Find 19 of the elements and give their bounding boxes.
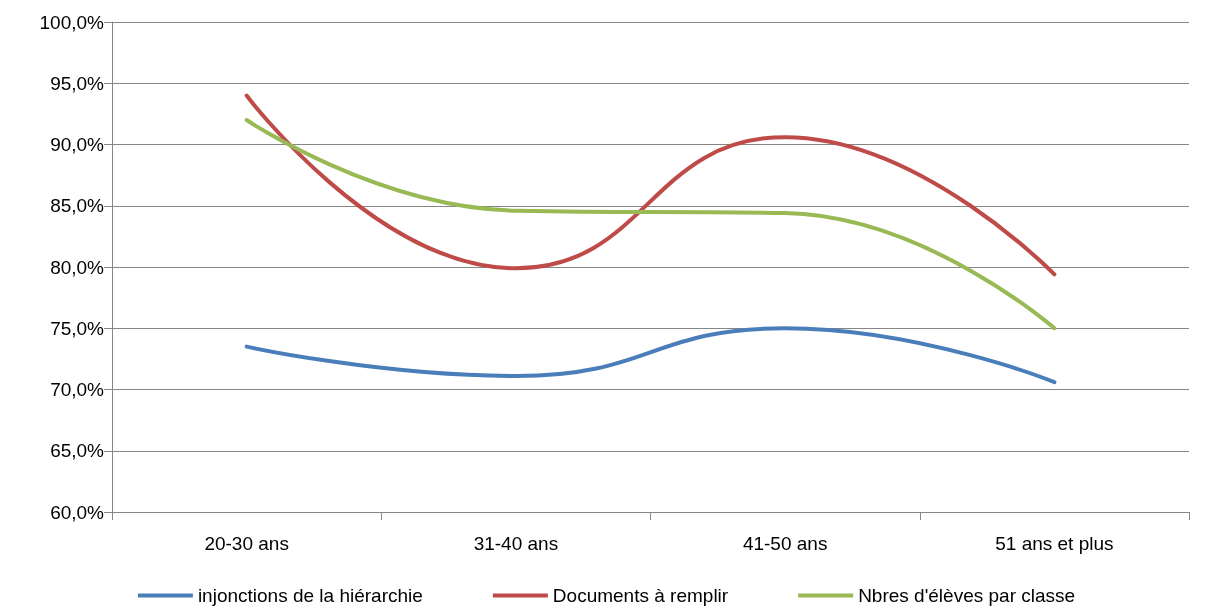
y-tick-label: 65,0% [50,440,105,462]
x-tick-label: 51 ans et plus [995,533,1114,554]
y-tick-label: 95,0% [50,72,105,94]
line-series [244,93,1057,277]
y-tick-label: 80,0% [50,256,105,278]
y-tick-label: 70,0% [50,379,105,400]
x-tick-label: 41-50 ans [742,533,828,554]
y-tick-label: 100,0% [39,11,105,33]
x-tick-label: 31-40 ans [473,533,559,554]
y-tick-label: 75,0% [50,317,105,339]
legend-label: injonctions de la hiérarchie [197,585,423,606]
legend-label: Documents à remplir [552,585,729,606]
line-series [244,118,1057,331]
y-tick-label: 85,0% [50,195,105,217]
y-tick-label: 90,0% [50,134,105,155]
line-series [244,326,1057,385]
x-tick-label: 20-30 ans [204,533,289,554]
y-tick-label: 60,0% [50,501,105,523]
legend-label: Nbres d'élèves par classe [858,585,1076,606]
